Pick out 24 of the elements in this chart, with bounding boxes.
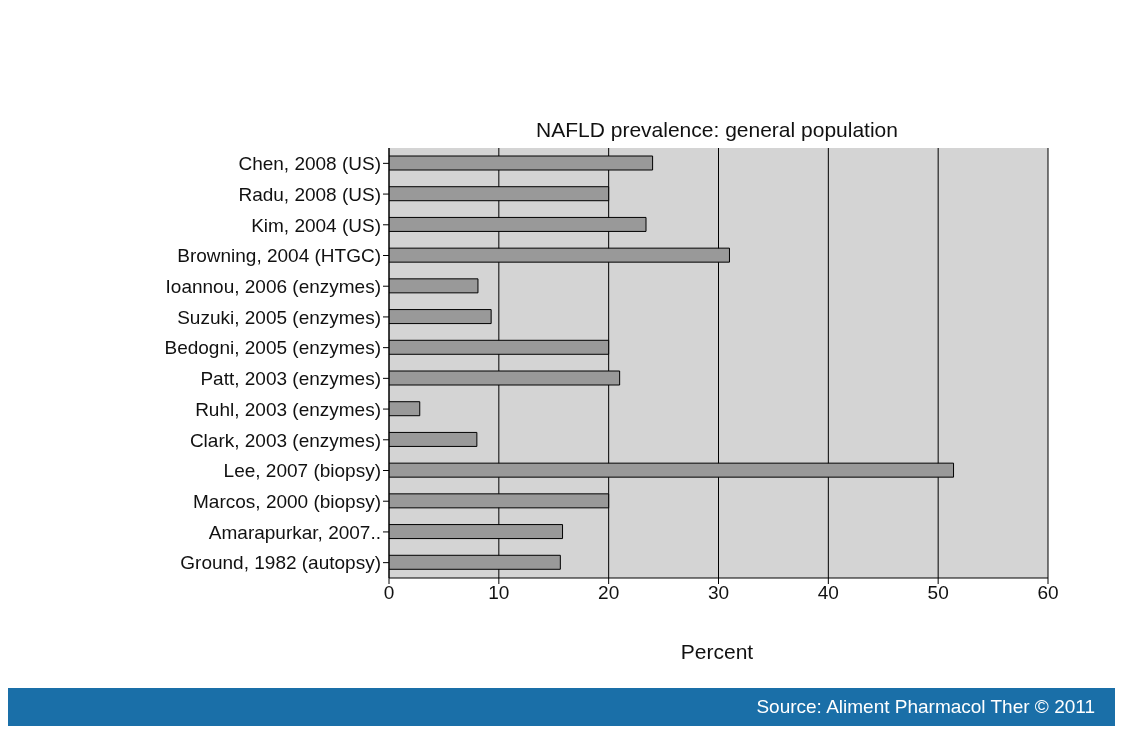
source-note: Source: Aliment Pharmacol Ther © 2011: [756, 696, 1095, 718]
y-tick-label: Suzuki, 2005 (enzymes): [177, 306, 381, 328]
y-tick-label: Lee, 2007 (biopsy): [223, 460, 381, 482]
y-tick-label: Chen, 2008 (US): [238, 153, 381, 175]
y-tick-label: Amarapurkar, 2007..: [208, 521, 381, 543]
y-tick-label: Bedogni, 2005 (enzymes): [164, 337, 381, 359]
x-tick-label: 0: [383, 582, 395, 604]
chart-title: NAFLD prevalence: general population: [535, 118, 899, 142]
x-tick-label: 60: [1037, 582, 1059, 604]
y-tick-label: Clark, 2003 (enzymes): [189, 429, 381, 451]
y-tick-label: Browning, 2004 (HTGC): [177, 245, 381, 267]
x-tick-label: 40: [817, 582, 839, 604]
x-tick-label: 50: [927, 582, 949, 604]
y-tick-label: Radu, 2008 (US): [238, 183, 381, 205]
y-tick-label: Patt, 2003 (enzymes): [200, 368, 381, 390]
x-tick-label: 30: [707, 582, 730, 604]
y-tick-label: Marcos, 2000 (biopsy): [193, 490, 381, 512]
y-tick-label: Ground, 1982 (autopsy): [180, 552, 381, 574]
x-tick-label: 10: [488, 582, 510, 604]
x-axis-title: Percent: [679, 640, 755, 664]
y-tick-label: Ioannou, 2006 (enzymes): [165, 275, 381, 297]
y-tick-label: Ruhl, 2003 (enzymes): [195, 398, 381, 420]
x-tick-label: 20: [598, 582, 620, 604]
y-tick-label: Kim, 2004 (US): [251, 214, 381, 236]
